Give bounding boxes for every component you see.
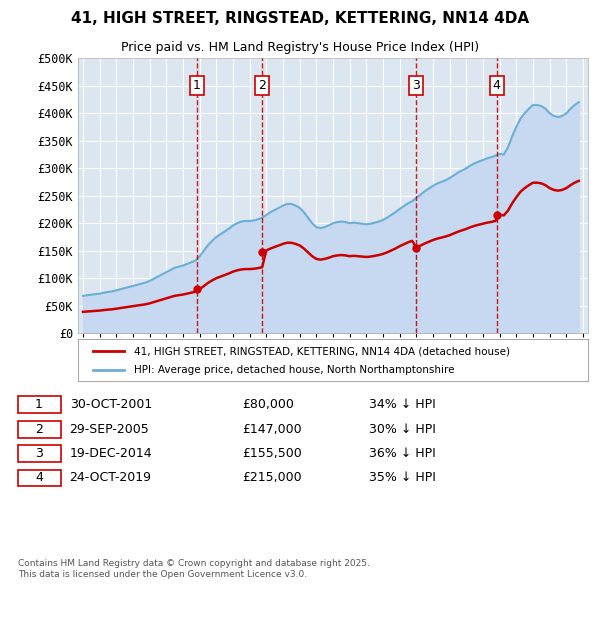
Text: Contains HM Land Registry data © Crown copyright and database right 2025.
This d: Contains HM Land Registry data © Crown c… xyxy=(18,559,370,579)
Text: 19-DEC-2014: 19-DEC-2014 xyxy=(70,447,152,460)
FancyBboxPatch shape xyxy=(18,396,61,413)
Text: 3: 3 xyxy=(412,79,420,92)
Text: 24-OCT-2019: 24-OCT-2019 xyxy=(70,471,152,484)
FancyBboxPatch shape xyxy=(18,469,61,486)
Text: 1: 1 xyxy=(35,398,43,411)
Text: Price paid vs. HM Land Registry's House Price Index (HPI): Price paid vs. HM Land Registry's House … xyxy=(121,41,479,54)
Text: 4: 4 xyxy=(35,471,43,484)
Text: 2: 2 xyxy=(258,79,266,92)
Text: 36% ↓ HPI: 36% ↓ HPI xyxy=(369,447,436,460)
Text: £215,000: £215,000 xyxy=(242,471,302,484)
Text: 35% ↓ HPI: 35% ↓ HPI xyxy=(369,471,436,484)
Text: 3: 3 xyxy=(35,447,43,460)
Text: 41, HIGH STREET, RINGSTEAD, KETTERING, NN14 4DA (detached house): 41, HIGH STREET, RINGSTEAD, KETTERING, N… xyxy=(134,346,510,356)
Text: 30-OCT-2001: 30-OCT-2001 xyxy=(70,398,152,411)
Text: HPI: Average price, detached house, North Northamptonshire: HPI: Average price, detached house, Nort… xyxy=(134,365,455,374)
Text: 4: 4 xyxy=(493,79,500,92)
Text: £155,500: £155,500 xyxy=(242,447,302,460)
Text: 41, HIGH STREET, RINGSTEAD, KETTERING, NN14 4DA: 41, HIGH STREET, RINGSTEAD, KETTERING, N… xyxy=(71,11,529,26)
Text: 29-SEP-2005: 29-SEP-2005 xyxy=(70,423,149,436)
Text: 30% ↓ HPI: 30% ↓ HPI xyxy=(369,423,436,436)
Text: £147,000: £147,000 xyxy=(242,423,302,436)
Text: 1: 1 xyxy=(193,79,201,92)
FancyBboxPatch shape xyxy=(18,421,61,438)
Text: 34% ↓ HPI: 34% ↓ HPI xyxy=(369,398,436,411)
Text: £80,000: £80,000 xyxy=(242,398,294,411)
Text: 2: 2 xyxy=(35,423,43,436)
FancyBboxPatch shape xyxy=(18,445,61,462)
